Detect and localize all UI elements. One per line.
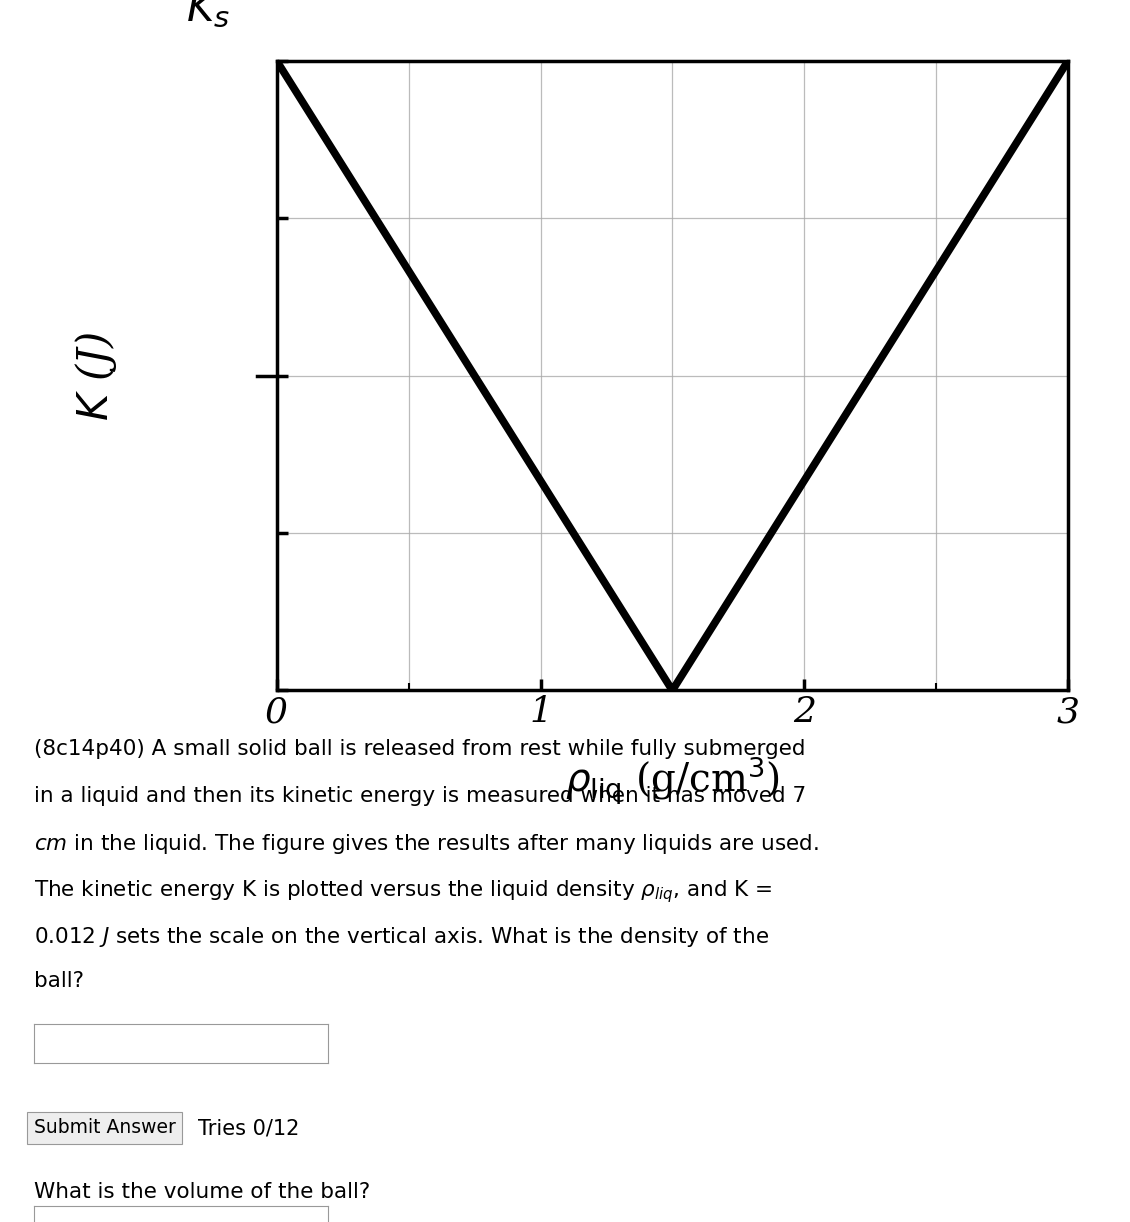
Text: $K_s$: $K_s$ (185, 0, 229, 29)
Text: 0.012 $J$ sets the scale on the vertical axis. What is the density of the: 0.012 $J$ sets the scale on the vertical… (34, 925, 768, 949)
Text: $K$ (J): $K$ (J) (73, 331, 119, 420)
Text: ball?: ball? (34, 971, 84, 991)
Text: Submit Answer: Submit Answer (34, 1118, 176, 1138)
Text: (8c14p40) A small solid ball is released from rest while fully submerged: (8c14p40) A small solid ball is released… (34, 739, 806, 759)
Text: $cm$ in the liquid. The figure gives the results after many liquids are used.: $cm$ in the liquid. The figure gives the… (34, 832, 819, 857)
Text: What is the volume of the ball?: What is the volume of the ball? (34, 1182, 371, 1201)
Text: in a liquid and then its kinetic energy is measured when it has moved 7: in a liquid and then its kinetic energy … (34, 786, 806, 805)
X-axis label: $\rho_{\mathrm{liq}}$ (g/cm$^3$): $\rho_{\mathrm{liq}}$ (g/cm$^3$) (565, 754, 780, 807)
Text: The kinetic energy K is plotted versus the liquid density $\rho_{liq}$, and K =: The kinetic energy K is plotted versus t… (34, 879, 773, 906)
Text: Tries 0/12: Tries 0/12 (198, 1118, 299, 1138)
